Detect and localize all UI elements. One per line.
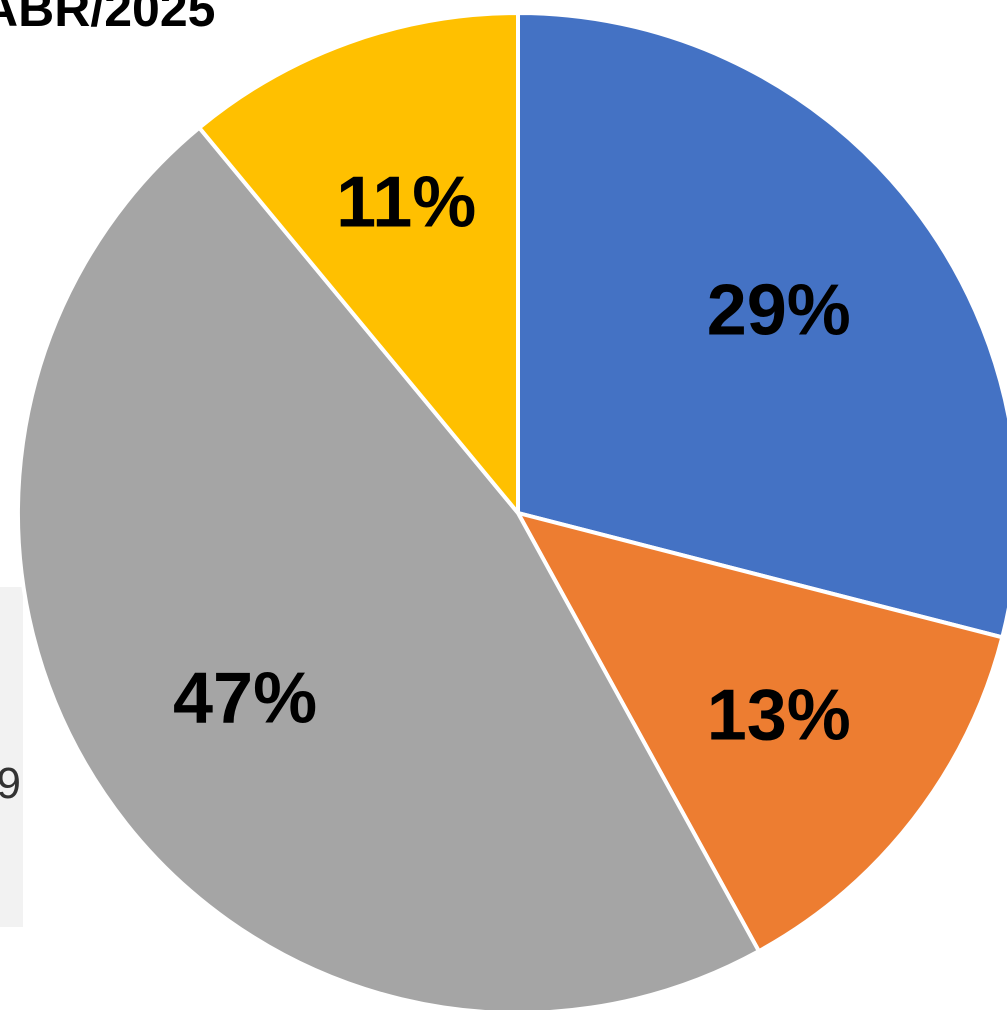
pie-slices (16, 11, 1007, 1010)
side-panel-text: 9 (0, 759, 21, 808)
pie-slice-13 (516, 511, 1005, 954)
side-panel: 9 (0, 587, 23, 927)
pie-slice-11 (197, 11, 520, 515)
slice-label-29: 29% (707, 271, 851, 351)
pie-labels: 29% 13% 47% 11% (173, 163, 851, 756)
chart-title: ABR/2025 (0, 0, 216, 37)
slice-label-47: 47% (173, 658, 317, 738)
pie-slice-47 (16, 125, 761, 1010)
pie-slice-29 (516, 11, 1007, 640)
slice-label-13: 13% (707, 675, 851, 755)
slice-label-11: 11% (336, 163, 476, 243)
